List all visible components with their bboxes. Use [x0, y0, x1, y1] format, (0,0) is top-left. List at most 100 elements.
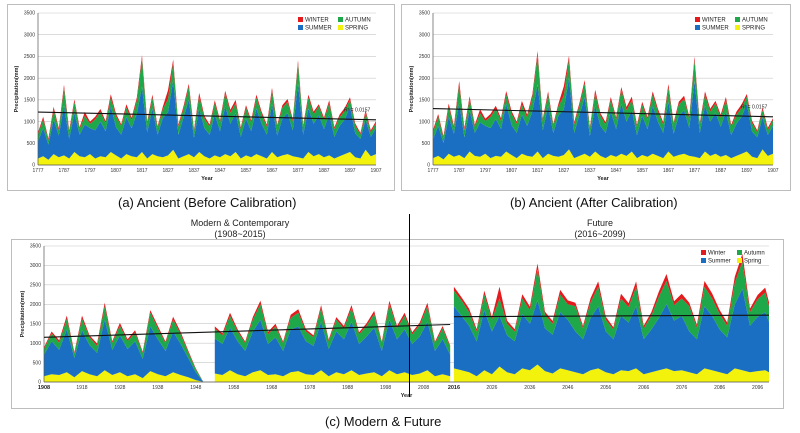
- chart-c-legend-label-summer: Summer: [708, 259, 731, 265]
- chart-c-xtick-label: 1998: [380, 385, 391, 391]
- chart-b-area-winter: [433, 51, 773, 139]
- chart-a-area-winter: [38, 55, 376, 141]
- chart-c-area-summer: [214, 319, 451, 377]
- chart-a-trend-line: [37, 111, 377, 121]
- chart-a-xtick-label: 1847: [214, 168, 225, 174]
- chart-a-y-axis-label: Precipitation(mm): [14, 65, 20, 112]
- chart-b-legend-swatch-autumn: [735, 17, 740, 22]
- chart-a-legend-label-autumn: AUTUMN: [345, 18, 371, 24]
- chart-b-xtick-label: 1867: [663, 168, 674, 174]
- chart-b-xtick-label: 1807: [506, 168, 517, 174]
- period-title-future: Future (2016~2099): [520, 218, 680, 240]
- chart-c-ytick-label: 3500: [30, 244, 41, 250]
- chart-c-area-winter: [44, 302, 204, 382]
- chart-b-ytick-label: 0: [427, 163, 430, 169]
- chart-c-xtick-label: 2026: [486, 385, 497, 391]
- chart-c-legend: Winter Autumn Summer Spring: [701, 250, 765, 265]
- chart-a-legend-label-spring: SPRING: [345, 26, 368, 32]
- panel-b-frame: 0 500 1000 1500 2000 2500 3000 3500 1777 1787 1797…: [401, 4, 791, 191]
- chart-b-legend-label-winter: WINTER: [702, 18, 726, 24]
- chart-b-legend-swatch-summer: [695, 25, 700, 30]
- chart-c-xtick-label: 2056: [600, 385, 611, 391]
- chart-b-ytick-label: 2500: [419, 54, 430, 60]
- chart-b-xtick-label: 1817: [532, 168, 543, 174]
- chart-b-legend-label-autumn: AUTUMN: [742, 18, 768, 24]
- chart-b-xtick-label: 1857: [637, 168, 648, 174]
- chart-c-xtick-label: 2008: [418, 385, 429, 391]
- chart-b-xtick-label: 1827: [558, 168, 569, 174]
- chart-b-legend: WINTER AUTUMN SUMMER SPRING: [695, 17, 768, 32]
- period-future-title: Future: [586, 218, 613, 228]
- chart-c-ytick-label: 3000: [30, 263, 41, 269]
- chart-c-trend-line: [43, 323, 451, 338]
- chart-c-xtick-label: 2096: [752, 385, 763, 391]
- panel-a-frame: 0 500 1000 1500 2000 2500 3000 3500 1777 1787 1797…: [7, 4, 395, 191]
- caption-c: (c) Modern & Future: [325, 414, 442, 429]
- chart-a-xtick-label: 1907: [370, 168, 381, 174]
- chart-c-area-winter: [214, 300, 451, 347]
- chart-c-xtick-label: 1978: [304, 385, 315, 391]
- chart-b-y-axis-label: Precipitation(mm): [409, 65, 415, 112]
- chart-c-legend-swatch-spring: [737, 258, 742, 263]
- chart-c-y-axis-label: Precipitation(mm): [20, 290, 26, 337]
- chart-b-ytick-label: 3500: [419, 11, 430, 17]
- chart-b-legend-label-spring: SPRING: [742, 26, 765, 32]
- chart-c-legend-swatch-autumn: [737, 250, 742, 255]
- chart-a-legend-swatch-winter: [298, 17, 303, 22]
- chart-b-ytick-label: 1500: [419, 98, 430, 104]
- chart-a-legend-swatch-summer: [298, 25, 303, 30]
- chart-b: 0 500 1000 1500 2000 2500 3000 3500 1777 1787 1797…: [409, 11, 779, 182]
- chart-c-ytick-label: 0: [38, 380, 41, 386]
- chart-a-ytick-label: 1500: [24, 98, 35, 104]
- period-modern-title: Modern & Contemporary: [190, 218, 290, 228]
- chart-b-xtick-label: 1837: [584, 168, 595, 174]
- chart-c-area-summer: [453, 288, 769, 377]
- chart-b-r-squared-label: R² = 0.0157: [741, 104, 767, 110]
- chart-a-legend-label-winter: WINTER: [305, 18, 329, 24]
- chart-a-legend-label-summer: SUMMER: [305, 26, 332, 32]
- chart-a: 0 500 1000 1500 2000 2500 3000 3500 1777 1787 1797…: [14, 11, 382, 182]
- chart-c-area-autumn: [214, 304, 451, 355]
- chart-c-legend-label-autumn: Autumn: [744, 251, 765, 257]
- chart-c-xtick-label: 2016: [448, 385, 460, 391]
- chart-a-xtick-label: 1827: [162, 168, 173, 174]
- period-modern-range: (1908~2015): [214, 229, 266, 239]
- chart-b-x-axis-label: Year: [597, 176, 609, 182]
- chart-c-x-axis-label: Year: [401, 393, 413, 399]
- chart-b-ytick-label: 2000: [419, 76, 430, 82]
- chart-a-xtick-label: 1857: [240, 168, 251, 174]
- chart-a-xtick-label: 1787: [58, 168, 69, 174]
- chart-a-xtick-label: 1777: [32, 168, 43, 174]
- chart-c-legend-swatch-winter: [701, 250, 706, 255]
- chart-c-xtick-label: 1958: [228, 385, 239, 391]
- chart-a-ytick-label: 2000: [24, 76, 35, 82]
- chart-b-area-spring: [433, 149, 773, 165]
- chart-b-xtick-label: 1907: [767, 168, 778, 174]
- chart-a-ytick-label: 500: [27, 141, 36, 147]
- chart-b-legend-swatch-spring: [735, 25, 740, 30]
- chart-b-xtick-label: 1787: [454, 168, 465, 174]
- chart-a-ytick-label: 3500: [24, 11, 35, 17]
- chart-a-x-axis-label: Year: [201, 176, 213, 182]
- chart-c-legend-swatch-summer: [701, 258, 706, 263]
- panel-c-frame: 0 500 1000 1500 2000 2500 3000 3500 1908 1918 1928…: [11, 239, 784, 409]
- chart-a-area-autumn: [38, 58, 376, 145]
- chart-b-legend-label-summer: SUMMER: [702, 26, 729, 32]
- chart-b-trend-line: [432, 107, 774, 118]
- chart-c-trend-line: [453, 314, 770, 318]
- chart-a-xtick-label: 1867: [266, 168, 277, 174]
- chart-c-xtick-label: 1938: [152, 385, 163, 391]
- chart-a-xtick-label: 1897: [344, 168, 355, 174]
- chart-c-ytick-label: 1000: [30, 341, 41, 347]
- chart-c-area-autumn: [44, 306, 204, 382]
- chart-b-ytick-label: 3000: [419, 32, 430, 38]
- chart-a-xtick-label: 1797: [84, 168, 95, 174]
- chart-c-area-autumn: [453, 261, 769, 342]
- period-divider-line: [409, 214, 410, 397]
- chart-b-area-summer: [433, 77, 773, 160]
- chart-a-xtick-label: 1817: [136, 168, 147, 174]
- chart-b-xtick-label: 1897: [741, 168, 752, 174]
- chart-c-ytick-label: 500: [33, 360, 42, 366]
- chart-c-ytick-label: 1500: [30, 321, 41, 327]
- caption-b: (b) Ancient (After Calibration): [510, 195, 678, 210]
